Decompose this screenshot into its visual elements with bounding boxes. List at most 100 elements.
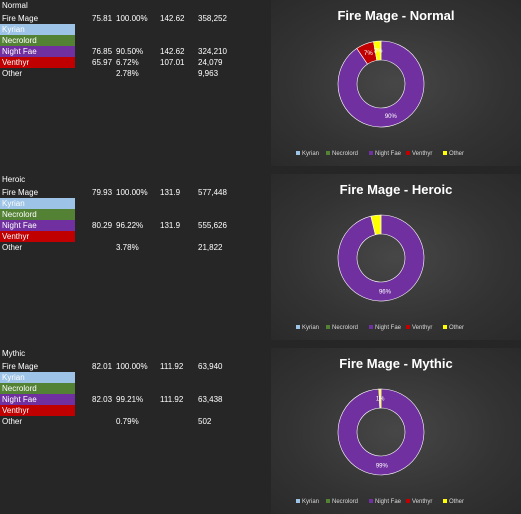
- legend-item-necrolord: Necrolord: [326, 325, 358, 331]
- row-percent: 100.00%: [116, 362, 148, 371]
- legend-item-other: Other: [443, 325, 464, 331]
- legend-swatch: [406, 325, 410, 329]
- table-row: Night Fae 76.85 90.50% 142.62 324,210: [0, 46, 265, 57]
- row-value-1: 82.03: [92, 395, 113, 404]
- row-value-3: 577,448: [198, 188, 227, 197]
- legend-item-night-fae: Night Fae: [369, 151, 402, 157]
- table-row: Venthyr 65.97 6.72% 107.01 24,079: [0, 57, 265, 68]
- chart-title: Fire Mage - Normal: [337, 8, 454, 23]
- row-value-3: 24,079: [198, 58, 223, 67]
- row-name: Necrolord: [0, 35, 75, 46]
- row-name: Night Fae: [0, 394, 75, 405]
- row-name: Fire Mage: [2, 188, 39, 197]
- legend-swatch: [443, 151, 447, 155]
- legend-label: Necrolord: [332, 325, 358, 331]
- table-row: Kyrian: [0, 372, 265, 383]
- legend-label: Other: [449, 151, 464, 157]
- row-value-2: 111.92: [160, 395, 184, 404]
- row-name: Other: [2, 417, 23, 426]
- table-row: Fire Mage 82.01 100.00% 111.92 63,940: [0, 361, 265, 372]
- slice-label-night-fae: 96%: [379, 289, 392, 295]
- slice-label-night-fae: 99%: [376, 463, 389, 469]
- row-percent: 2.78%: [116, 69, 139, 78]
- slice-label-other: 1%: [376, 397, 385, 403]
- legend-swatch: [326, 151, 330, 155]
- row-value-1: 82.01: [92, 362, 113, 371]
- legend-label: Night Fae: [375, 151, 402, 157]
- chart-title: Fire Mage - Heroic: [340, 182, 453, 197]
- row-value-3: 324,210: [198, 47, 227, 56]
- row-name: Venthyr: [0, 405, 75, 416]
- legend-item-other: Other: [443, 151, 464, 157]
- slice-label-other: 3%: [374, 49, 383, 55]
- row-percent: 0.79%: [116, 417, 139, 426]
- legend-swatch: [369, 325, 373, 329]
- row-value-2: 142.62: [160, 14, 185, 23]
- slice-label-venthyr: 7%: [364, 51, 373, 57]
- slice-label-night-fae: 90%: [385, 114, 398, 120]
- legend-label: Necrolord: [332, 151, 358, 157]
- row-name: Night Fae: [0, 220, 75, 231]
- row-percent: 96.22%: [116, 221, 144, 230]
- chart-title: Fire Mage - Mythic: [339, 356, 452, 371]
- row-percent: 3.78%: [116, 243, 139, 252]
- legend-item-kyrian: Kyrian: [296, 151, 319, 157]
- row-value-3: 502: [198, 417, 212, 426]
- legend-swatch: [443, 325, 447, 329]
- table-row: Kyrian: [0, 24, 265, 35]
- row-value-1: 65.97: [92, 58, 113, 67]
- legend-item-venthyr: Venthyr: [406, 325, 432, 331]
- row-value-3: 9,963: [198, 69, 219, 78]
- table-title: Mythic: [2, 349, 26, 358]
- row-name: Venthyr: [0, 57, 75, 68]
- row-percent: 6.72%: [116, 58, 139, 67]
- legend-label: Other: [449, 325, 464, 331]
- legend-item-necrolord: Necrolord: [326, 151, 358, 157]
- donut-chart-heroic: Fire Mage - Heroic 96% Kyrian Necrolord Nigh…: [271, 174, 521, 340]
- table-row: Necrolord: [0, 383, 265, 394]
- table-row: Other 0.79% 502: [0, 416, 265, 427]
- row-value-1: 79.93: [92, 188, 113, 197]
- slice-night-fae: [337, 40, 425, 128]
- legend-swatch: [369, 151, 373, 155]
- row-value-2: 131.9: [160, 188, 181, 197]
- slice-night-fae: [337, 214, 425, 302]
- row-percent: 99.21%: [116, 395, 144, 404]
- row-value-1: 75.81: [92, 14, 113, 23]
- table-row: Night Fae 82.03 99.21% 111.92 63,438: [0, 394, 265, 405]
- legend-label: Venthyr: [412, 151, 432, 157]
- legend-swatch: [406, 151, 410, 155]
- row-value-3: 63,940: [198, 362, 223, 371]
- row-name: Night Fae: [0, 46, 75, 57]
- table-row: Venthyr: [0, 231, 265, 242]
- row-value-3: 358,252: [198, 14, 227, 23]
- row-percent: 90.50%: [116, 47, 144, 56]
- row-value-2: 131.9: [160, 221, 181, 230]
- legend-label: Kyrian: [302, 325, 319, 331]
- legend-item-venthyr: Venthyr: [406, 151, 432, 157]
- row-value-2: 107.01: [160, 58, 185, 67]
- row-value-2: 142.62: [160, 47, 185, 56]
- legend-item-night-fae: Night Fae: [369, 325, 402, 331]
- row-name: Kyrian: [0, 198, 75, 209]
- table-row: Necrolord: [0, 35, 265, 46]
- legend-label: Venthyr: [412, 325, 432, 331]
- row-value-3: 63,438: [198, 395, 223, 404]
- row-value-1: 80.29: [92, 221, 113, 230]
- row-name: Other: [2, 243, 23, 252]
- table-row: Fire Mage 79.93 100.00% 131.9 577,448: [0, 187, 265, 198]
- row-name: Necrolord: [0, 209, 75, 220]
- slice-other: [370, 214, 382, 236]
- table-row: Night Fae 80.29 96.22% 131.9 555,626: [0, 220, 265, 231]
- row-value-3: 21,822: [198, 243, 223, 252]
- table-row: Other 2.78% 9,963: [0, 68, 265, 79]
- table-row: Fire Mage 75.81 100.00% 142.62 358,252: [0, 13, 265, 24]
- row-name: Necrolord: [0, 383, 75, 394]
- donut-chart-mythic: Fire Mage - Mythic 99% 1% Kyrian Necrolord Ni…: [271, 348, 521, 514]
- row-value-2: 111.92: [160, 362, 184, 371]
- table-row: Venthyr: [0, 405, 265, 416]
- row-name: Kyrian: [0, 372, 75, 383]
- donut-chart-svg: Fire Mage - Normal 90% 7% 3% Kyrian Necrolord…: [296, 8, 464, 157]
- row-name: Fire Mage: [2, 362, 39, 371]
